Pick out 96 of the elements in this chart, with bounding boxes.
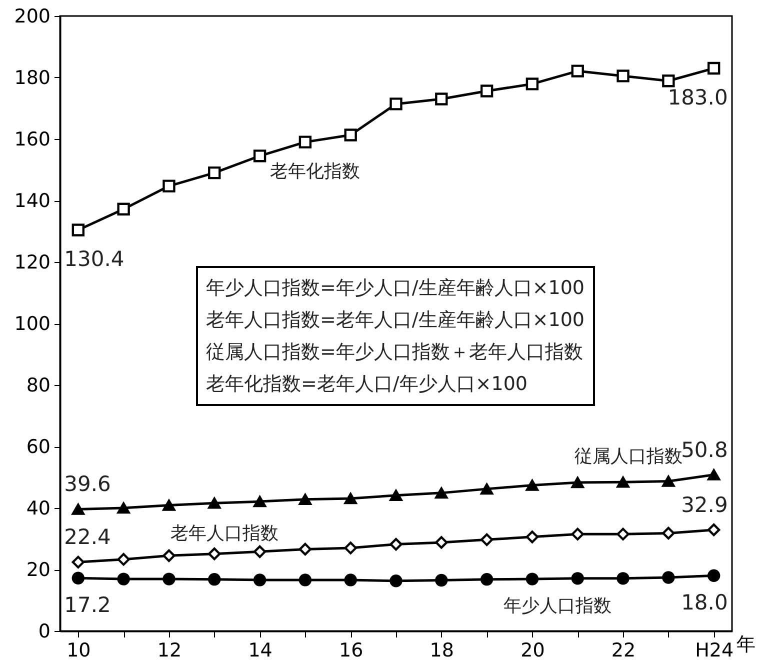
point (526, 530, 539, 544)
point (253, 496, 266, 508)
annotation: 老年化指数=老年人口/年少人口×100 (206, 372, 529, 397)
point (390, 574, 402, 588)
x-tick-label: 16 (339, 640, 364, 662)
annotation: 老年人口指数=老年人口/生産年齢人口×100 (206, 308, 585, 333)
y-tick-label: 80 (26, 374, 50, 396)
x-tick-label: 12 (157, 640, 182, 662)
series-label: 従属人口指数 (574, 446, 682, 468)
point (526, 78, 539, 90)
point (253, 545, 266, 558)
point (390, 490, 402, 502)
point (526, 480, 539, 491)
point (298, 574, 312, 586)
point (344, 128, 357, 142)
point (571, 476, 584, 488)
y-tick-label: 40 (26, 498, 50, 520)
point (616, 572, 630, 585)
data-label: 130.4 (64, 247, 124, 272)
point (162, 500, 176, 511)
y-tick-label: 200 (14, 6, 50, 28)
point (117, 553, 130, 566)
point (480, 573, 494, 586)
point (72, 572, 85, 584)
point (162, 572, 176, 586)
point (616, 476, 630, 488)
data-label: 50.8 (681, 438, 728, 462)
point (571, 64, 584, 78)
data-label: 22.4 (64, 525, 111, 550)
point (707, 523, 720, 536)
point (344, 542, 357, 554)
point (616, 70, 630, 82)
y-tick-label: 140 (14, 190, 50, 212)
point (707, 469, 720, 480)
point (707, 62, 720, 75)
point (480, 533, 494, 546)
y-tick-label: 20 (26, 559, 50, 581)
point (72, 556, 85, 568)
point (208, 547, 221, 560)
y-tick-label: 120 (14, 252, 50, 274)
point (344, 574, 357, 586)
point (435, 487, 448, 499)
point (253, 150, 266, 162)
point (117, 572, 130, 586)
series-label: 年少人口指数 (504, 595, 612, 616)
point (707, 569, 720, 582)
point (571, 572, 584, 585)
point (662, 74, 675, 88)
point (253, 574, 266, 586)
series-label: 老年化指数 (270, 161, 360, 182)
point (571, 528, 584, 540)
annotation: 年少人口指数=年少人口/生産年齢人口×100 (206, 276, 585, 301)
x-tick-label: 18 (430, 640, 454, 662)
point (117, 202, 130, 216)
data-label: 32.9 (681, 492, 728, 517)
y-tick-label: 60 (26, 436, 50, 458)
point (616, 528, 630, 540)
point (662, 476, 675, 487)
point (162, 549, 176, 562)
point (298, 542, 312, 556)
x-tick-label: 22 (611, 640, 636, 662)
x-tick-label: 14 (248, 640, 272, 662)
x-tick-label: 20 (520, 640, 545, 662)
point (662, 526, 675, 540)
point (526, 572, 539, 586)
y-tick-label: 180 (14, 67, 50, 89)
x-tick-label: H24 (695, 640, 734, 662)
point (435, 92, 448, 106)
point (208, 573, 221, 586)
point (435, 574, 448, 587)
point (72, 504, 85, 515)
x-axis-title: 年 (736, 634, 756, 656)
point (298, 494, 312, 506)
annotation: 従属人口指数=年少人口指数＋老年人口指数 (206, 340, 584, 365)
y-tick-label: 160 (14, 128, 50, 150)
point (72, 224, 85, 236)
series-label: 老年人口指数 (170, 522, 278, 544)
data-label: 18.0 (681, 590, 728, 615)
data-label: 17.2 (64, 593, 111, 618)
y-tick-label: 100 (14, 313, 50, 335)
point (162, 180, 176, 192)
point (390, 98, 402, 110)
point (298, 136, 312, 148)
point (662, 571, 675, 584)
point (208, 166, 221, 180)
point (208, 497, 221, 509)
x-tick-label: 10 (66, 640, 91, 662)
point (117, 502, 130, 514)
point (344, 492, 357, 504)
data-label: 183.0 (668, 85, 728, 110)
point (435, 536, 448, 549)
data-label: 39.6 (64, 472, 111, 496)
point (480, 84, 494, 98)
point (480, 483, 494, 495)
y-tick-label: 0 (38, 620, 50, 642)
point (390, 538, 402, 551)
